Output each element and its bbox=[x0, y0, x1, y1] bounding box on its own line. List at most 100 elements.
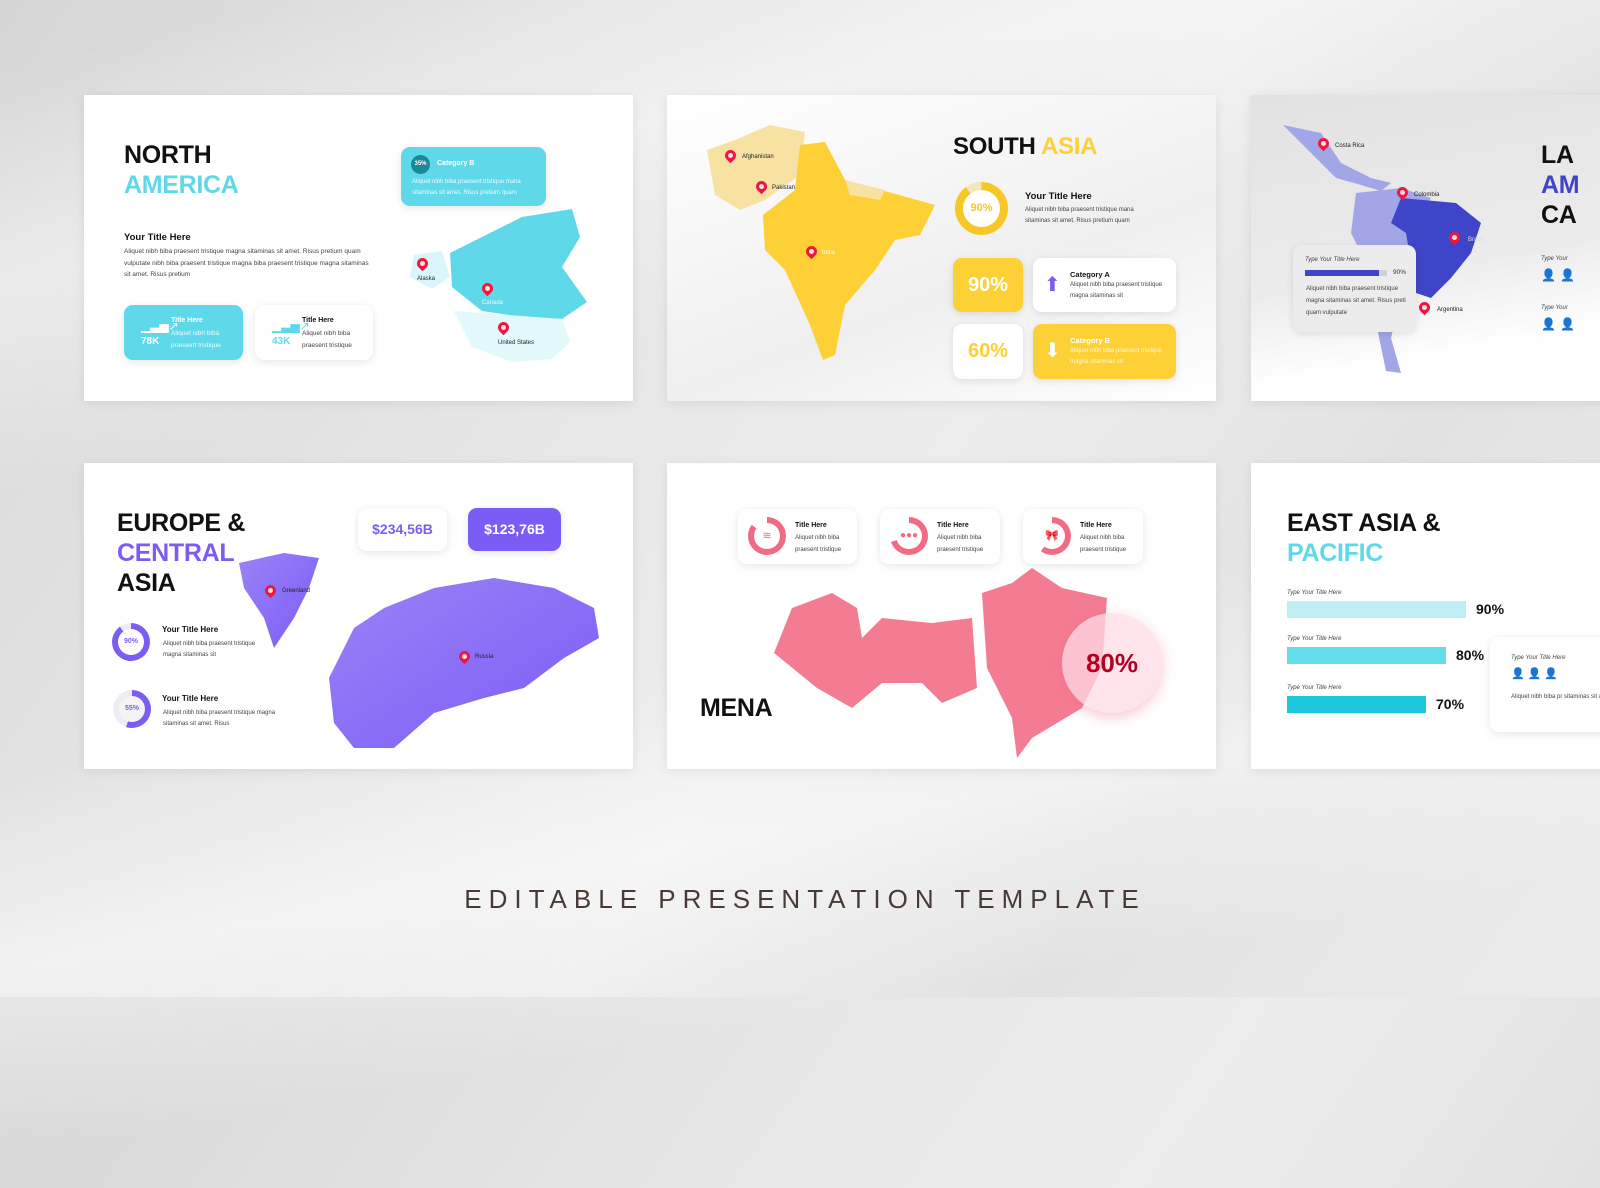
pin-label: Greenland bbox=[282, 588, 311, 594]
pin-label: India bbox=[822, 250, 836, 256]
slide-title: SOUTH ASIA bbox=[953, 132, 1097, 162]
category-b-card: ⬇ Category B Aliquet nibh biba praesent … bbox=[1033, 324, 1176, 379]
donut-chart: 90% bbox=[955, 182, 1008, 235]
growth-chart-icon: ▁▃▅↗ bbox=[272, 319, 310, 333]
bar-percent: 90% bbox=[1476, 601, 1505, 617]
card-title: Title Here bbox=[1080, 522, 1112, 529]
arrow-up-icon: ⬆ bbox=[1044, 274, 1061, 296]
slide-latin-america[interactable]: Costa Rica Colombia Brazil Argentina Typ… bbox=[1251, 95, 1600, 401]
value-box: $234,56B bbox=[358, 508, 447, 551]
item-title: Your Title Here bbox=[162, 694, 219, 703]
growth-chart-icon: ▁▃▅↗ bbox=[141, 319, 179, 333]
stat-text: Aliquet nibh biba praesent tristique bbox=[171, 330, 221, 349]
people-card: Type Your Title Here 👤👤👤 Aliquet nibh bi… bbox=[1490, 637, 1600, 732]
slide-title: CA bbox=[1541, 201, 1577, 229]
slide-title: MENA bbox=[700, 694, 773, 722]
pin-label: Canada bbox=[482, 300, 504, 306]
slide-mena[interactable]: 80% MENA ≋ Title Here Aliquet nibh biba … bbox=[667, 463, 1216, 769]
item-title: Your Title Here bbox=[162, 625, 219, 634]
pin-label: Argentina bbox=[1437, 307, 1463, 313]
slide-title-accent: AM bbox=[1541, 171, 1580, 199]
bar-label: Type Your Title Here bbox=[1287, 636, 1342, 642]
category-text: Aliquet nibh biba praesent tristique man… bbox=[412, 179, 521, 196]
item-text: Aliquet nibh biba praesent tristique mag… bbox=[163, 710, 276, 727]
bar-percent: 70% bbox=[1436, 696, 1465, 712]
progress-fill bbox=[1305, 270, 1379, 276]
donut-chart: ≋ bbox=[748, 517, 786, 555]
subtitle: Your Title Here bbox=[124, 232, 191, 243]
info-card: ●●● Title Here Aliquet nibh biba praesen… bbox=[880, 509, 1000, 564]
card-title: Title Here bbox=[795, 522, 827, 529]
slide-south-asia[interactable]: Afghanistan Pakistan India SOUTH ASIA 90… bbox=[667, 95, 1216, 401]
info-card: ≋ Title Here Aliquet nibh biba praesent … bbox=[738, 509, 857, 564]
card-text: Aliquet nibh biba praesent tristique mag… bbox=[1306, 286, 1406, 316]
footer-caption: EDITABLE PRESENTATION TEMPLATE bbox=[464, 884, 1146, 914]
stat-value: 78K bbox=[141, 336, 160, 347]
slide-north-america[interactable]: NORTH AMERICA Your Title Here Aliquet ni… bbox=[84, 95, 633, 401]
person-icons: 👤👤 bbox=[1541, 317, 1579, 331]
pin-label: Afghanistan bbox=[742, 154, 774, 160]
south-asia-map bbox=[707, 125, 935, 360]
ribbon-icon: 🎀 bbox=[1039, 523, 1065, 549]
pin-label: Costa Rica bbox=[1335, 143, 1365, 149]
donut-chart: ●●● bbox=[890, 517, 928, 555]
slide-title-accent: AMERICA bbox=[124, 171, 239, 199]
pin-label: Alaska bbox=[417, 276, 436, 282]
percent-bubble: 80% bbox=[1062, 613, 1162, 713]
item-label: Type Your bbox=[1541, 256, 1568, 262]
category-a-card: ⬆ Category A Aliquet nibh biba praesent … bbox=[1033, 258, 1176, 312]
category-title: Category B bbox=[1070, 336, 1111, 345]
pin-label: Russia bbox=[475, 654, 494, 660]
card-text: Aliquet nibh biba pr sitaminas sit amet. bbox=[1511, 694, 1600, 700]
body-text: Aliquet nibh biba praesent tristique mag… bbox=[124, 248, 369, 278]
progress-label: Type Your Title Here bbox=[1305, 257, 1360, 263]
stat-title: Title Here bbox=[302, 317, 334, 324]
pin-label: Colombia bbox=[1414, 192, 1440, 198]
stat-box: 60% bbox=[953, 324, 1023, 379]
pin-label: Brazil bbox=[1468, 237, 1484, 243]
person-icons: 👤👤👤 bbox=[1511, 668, 1562, 680]
card-text: Aliquet nibh biba praesent tristique bbox=[937, 535, 984, 553]
value-box-accent: $123,76B bbox=[468, 508, 561, 551]
category-title: Category B bbox=[437, 160, 475, 167]
layers-icon: ≋ bbox=[754, 523, 780, 549]
donut-label: 90% bbox=[118, 629, 144, 655]
bar-percent: 80% bbox=[1456, 647, 1485, 663]
donut-label: 55% bbox=[119, 696, 145, 722]
title-word: SOUTH bbox=[953, 133, 1036, 160]
category-card: 35% Category B Aliquet nibh biba praesen… bbox=[401, 147, 546, 206]
item-label: Type Your bbox=[1541, 305, 1568, 311]
stat-title: Title Here bbox=[171, 317, 203, 324]
stat-text: Aliquet nibh biba praesent tristique bbox=[302, 330, 352, 349]
slide-title: ASIA bbox=[117, 569, 176, 597]
donut-label: 90% bbox=[963, 190, 1000, 227]
progress-percent: 90% bbox=[1393, 269, 1407, 276]
progress-bar bbox=[1287, 601, 1466, 618]
mena-map bbox=[774, 568, 1107, 758]
slide-title: EAST ASIA & bbox=[1287, 509, 1441, 537]
card-text: Aliquet nibh biba praesent tristique bbox=[1080, 535, 1127, 553]
subtitle: Your Title Here bbox=[1025, 191, 1092, 202]
stat-card: ▁▃▅↗ 78K Title Here Aliquet nibh biba pr… bbox=[124, 305, 243, 360]
pin-label: Pakistan bbox=[772, 185, 796, 191]
bar-label: Type Your Title Here bbox=[1287, 685, 1342, 691]
team-icon: ●●● bbox=[896, 523, 922, 549]
stat-box: 90% bbox=[953, 258, 1023, 312]
progress-bar bbox=[1305, 270, 1387, 276]
category-text: Aliquet nibh biba praesent tristique mag… bbox=[1070, 282, 1163, 299]
stat-value: 43K bbox=[272, 336, 291, 347]
card-title: Title Here bbox=[937, 522, 969, 529]
card-label: Type Your Title Here bbox=[1511, 655, 1566, 661]
info-card: 🎀 Title Here Aliquet nibh biba praesent … bbox=[1023, 509, 1143, 564]
slide-title: EUROPE & bbox=[117, 509, 246, 537]
slide-east-asia-pacific[interactable]: EAST ASIA & PACIFIC Type Your Title Here… bbox=[1251, 463, 1600, 769]
stat-card: ▁▃▅↗ 43K Title Here Aliquet nibh biba pr… bbox=[255, 305, 373, 360]
category-text: Aliquet nibh biba praesent tristique mag… bbox=[1070, 348, 1163, 365]
donut-chart: 55% bbox=[113, 690, 151, 728]
progress-bar bbox=[1287, 696, 1426, 713]
slide-europe-central-asia[interactable]: EUROPE & CENTRAL ASIA Greenland Russia $… bbox=[84, 463, 633, 769]
progress-bar bbox=[1287, 647, 1446, 664]
person-icons: 👤👤 bbox=[1541, 268, 1579, 282]
progress-card: Type Your Title Here 90% Aliquet nibh bi… bbox=[1293, 245, 1416, 332]
donut-chart: 🎀 bbox=[1033, 517, 1071, 555]
